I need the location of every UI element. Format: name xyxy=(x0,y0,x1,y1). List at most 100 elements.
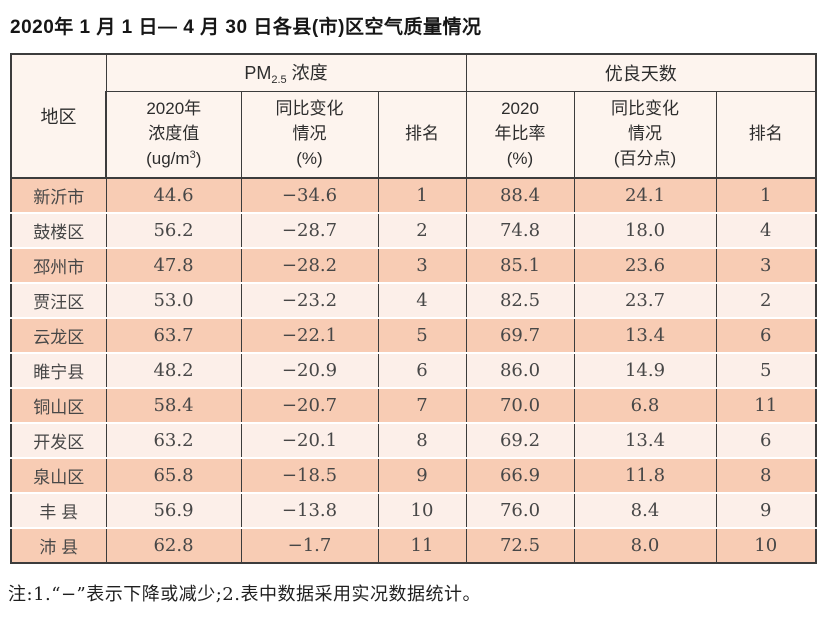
pm-rank-cell: 9 xyxy=(377,457,467,494)
good-rate-cell: 86.0 xyxy=(465,352,575,389)
good-rate-cell: 82.5 xyxy=(465,282,575,319)
good-rate-line1: 2020 xyxy=(501,99,539,119)
good-rate-line3: (%) xyxy=(506,148,534,168)
pm-change-cell: −34.6 xyxy=(240,177,379,214)
pm25-subscript: 2.5 xyxy=(271,74,287,87)
pm-value-cell: 44.6 xyxy=(105,177,242,214)
region-cell: 睢宁县 xyxy=(10,352,107,389)
good-rank-cell: 6 xyxy=(715,422,818,459)
pm-rank-cell: 2 xyxy=(377,212,467,249)
pm-rank-cell: 4 xyxy=(377,282,467,319)
good-change-cell: 23.6 xyxy=(573,247,717,284)
pm-value-line2: 浓度值 xyxy=(148,123,200,143)
air-quality-table: 地区 PM2.5 浓度 优良天数 2020年 浓度值 (ug/m3) 同比变化 … xyxy=(10,53,818,564)
good-rank-cell: 11 xyxy=(715,387,818,424)
good-rank-cell: 8 xyxy=(715,457,818,494)
pm-value-cell: 56.2 xyxy=(105,212,242,249)
region-cell: 泉山区 xyxy=(10,457,107,494)
column-header-pm-rank: 排名 xyxy=(377,90,467,179)
pm-value-cell: 47.8 xyxy=(105,247,242,284)
table-row: 云龙区 63.7 −22.1 5 69.7 13.4 6 xyxy=(10,317,818,354)
group-header-good-days: 优良天数 xyxy=(465,53,818,92)
table-row: 铜山区 58.4 −20.7 7 70.0 6.8 11 xyxy=(10,387,818,424)
pm-value-cell: 63.7 xyxy=(105,317,242,354)
pm-change-line3: (%) xyxy=(296,148,323,168)
page: 2020年 1 月 1 日— 4 月 30 日各县(市)区空气质量情况 地区 P… xyxy=(0,12,825,620)
pm-change-cell: −18.5 xyxy=(240,457,379,494)
pm25-label-suffix: 浓度 xyxy=(286,63,328,84)
good-change-cell: 14.9 xyxy=(573,352,717,389)
pm-change-cell: −20.1 xyxy=(240,422,379,459)
good-rank-cell: 2 xyxy=(715,282,818,319)
good-rank-cell: 9 xyxy=(715,492,818,529)
region-cell: 沛 县 xyxy=(10,527,107,564)
region-cell: 丰 县 xyxy=(10,492,107,529)
pm-value-cell: 62.8 xyxy=(105,527,242,564)
header-sub-row: 2020年 浓度值 (ug/m3) 同比变化 情况 (%) 排名 2020 年比… xyxy=(11,90,818,179)
pm-change-cell: −23.2 xyxy=(240,282,379,319)
pm-value-cell: 53.0 xyxy=(105,282,242,319)
good-change-line2: 情况 xyxy=(628,123,662,143)
column-header-pm-change: 同比变化 情况 (%) xyxy=(240,90,379,179)
good-rate-cell: 66.9 xyxy=(465,457,575,494)
good-rate-cell: 69.7 xyxy=(465,317,575,354)
pm-change-line1: 同比变化 xyxy=(275,99,344,119)
good-rate-cell: 70.0 xyxy=(465,387,575,424)
column-header-good-change: 同比变化 情况 (百分点) xyxy=(573,90,717,179)
pm-rank-cell: 1 xyxy=(377,177,467,214)
region-cell: 邳州市 xyxy=(10,247,107,284)
pm-change-cell: −13.8 xyxy=(240,492,379,529)
pm25-label-prefix: PM xyxy=(244,63,272,84)
pm-rank-cell: 10 xyxy=(377,492,467,529)
column-header-good-rank: 排名 xyxy=(715,90,818,179)
pm-value-unit: (ug/m xyxy=(146,148,190,168)
region-cell: 鼓楼区 xyxy=(10,212,107,249)
region-cell: 新沂市 xyxy=(10,177,107,214)
footnote: 注:1.“−”表示下降或减少;2.表中数据采用实况数据统计。 xyxy=(8,584,481,605)
good-change-cell: 11.8 xyxy=(573,457,717,494)
pm-rank-cell: 8 xyxy=(377,422,467,459)
column-header-region: 地区 xyxy=(10,53,107,179)
table-row: 开发区 63.2 −20.1 8 69.2 13.4 6 xyxy=(10,422,818,459)
pm-rank-cell: 6 xyxy=(377,352,467,389)
table-row: 丰 县 56.9 −13.8 10 76.0 8.4 9 xyxy=(10,492,818,529)
good-change-line3: (百分点) xyxy=(613,148,677,168)
good-rank-cell: 1 xyxy=(715,177,818,214)
good-rate-cell: 88.4 xyxy=(465,177,575,214)
table-row: 鼓楼区 56.2 −28.7 2 74.8 18.0 4 xyxy=(10,212,818,249)
good-rank-cell: 3 xyxy=(715,247,818,284)
good-change-cell: 18.0 xyxy=(573,212,717,249)
good-rate-cell: 72.5 xyxy=(465,527,575,564)
pm-change-cell: −1.7 xyxy=(240,527,379,564)
pm-change-cell: −20.9 xyxy=(240,352,379,389)
good-rank-cell: 6 xyxy=(715,317,818,354)
pm-change-cell: −20.7 xyxy=(240,387,379,424)
pm-value-unit-close: ) xyxy=(195,148,202,168)
pm-change-line2: 情况 xyxy=(292,123,327,143)
pm-value-line1: 2020年 xyxy=(146,99,202,119)
pm-change-cell: −28.7 xyxy=(240,212,379,249)
pm-change-cell: −28.2 xyxy=(240,247,379,284)
pm-value-cell: 58.4 xyxy=(105,387,242,424)
page-title: 2020年 1 月 1 日— 4 月 30 日各县(市)区空气质量情况 xyxy=(10,17,482,38)
pm-rank-cell: 7 xyxy=(377,387,467,424)
header-group-row: 地区 PM2.5 浓度 优良天数 xyxy=(10,53,818,179)
region-cell: 铜山区 xyxy=(10,387,107,424)
column-header-good-rate: 2020 年比率 (%) xyxy=(465,90,575,179)
pm-value-cell: 65.8 xyxy=(105,457,242,494)
table-row: 沛 县 62.8 −1.7 11 72.5 8.0 10 xyxy=(10,527,818,564)
pm-value-cell: 56.9 xyxy=(105,492,242,529)
good-change-cell: 13.4 xyxy=(573,317,717,354)
good-rank-cell: 5 xyxy=(715,352,818,389)
good-change-line1: 同比变化 xyxy=(611,99,679,119)
pm-rank-cell: 5 xyxy=(377,317,467,354)
good-change-cell: 8.0 xyxy=(573,527,717,564)
table-row: 新沂市 44.6 −34.6 1 88.4 24.1 1 xyxy=(10,177,818,214)
good-rate-cell: 74.8 xyxy=(465,212,575,249)
pm-rank-cell: 3 xyxy=(377,247,467,284)
table-row: 邳州市 47.8 −28.2 3 85.1 23.6 3 xyxy=(10,247,818,284)
pm-value-cell: 63.2 xyxy=(105,422,242,459)
good-change-cell: 6.8 xyxy=(573,387,717,424)
good-rate-cell: 69.2 xyxy=(465,422,575,459)
good-change-cell: 24.1 xyxy=(573,177,717,214)
